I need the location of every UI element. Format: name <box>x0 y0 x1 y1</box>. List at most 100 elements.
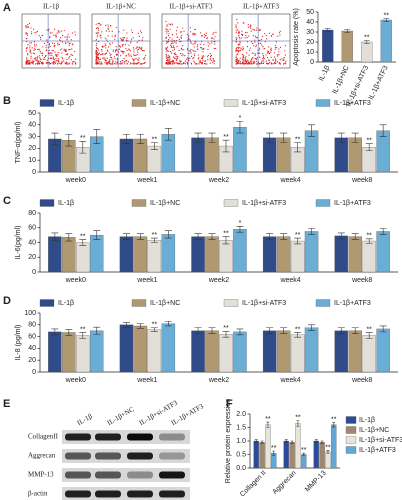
flow-dot <box>186 48 189 50</box>
flow-dot <box>188 38 190 40</box>
flow-dot <box>95 27 98 30</box>
flow-dot <box>125 55 128 57</box>
flow-dot <box>57 44 59 46</box>
error-bar <box>296 420 300 427</box>
flow-dot <box>236 59 239 61</box>
flow-dot <box>27 53 29 55</box>
flow-dot <box>45 54 47 57</box>
significance: ** <box>364 34 370 41</box>
bar <box>295 423 301 469</box>
flow-dot <box>65 53 67 55</box>
flow-dot <box>119 63 121 65</box>
flow-dot <box>131 62 133 64</box>
legend-label: IL-1β <box>359 417 375 424</box>
flow-dot <box>98 22 100 25</box>
flow-dot <box>96 58 98 60</box>
flow-dot <box>250 61 252 63</box>
flow-dot <box>166 50 169 52</box>
significance: ** <box>223 325 229 332</box>
flow-dot <box>235 25 237 28</box>
flow-dot <box>109 24 112 27</box>
blot-band <box>159 433 185 441</box>
flow-dot <box>207 54 209 57</box>
error-bar <box>351 233 359 240</box>
flow-dot <box>135 54 137 57</box>
flow-dot <box>255 58 258 60</box>
flow-dot <box>241 48 243 50</box>
flow-dot <box>134 58 136 60</box>
flow-dot <box>97 22 99 24</box>
flow-dot <box>65 43 67 45</box>
flow-dot <box>68 42 71 45</box>
flow-dot <box>235 30 237 32</box>
y-tick-label: 10 <box>306 49 314 56</box>
error-bar <box>280 233 288 240</box>
bar <box>276 236 291 273</box>
blot-row-label: CollagenII <box>28 433 59 441</box>
flow-dot <box>37 56 39 58</box>
flow-dot <box>49 63 51 65</box>
error-bar <box>379 325 387 333</box>
flow-dot <box>247 26 250 28</box>
flow-dot <box>109 52 111 54</box>
blot-column-label: IL-1β+NC <box>106 405 136 427</box>
flow-dot <box>265 34 268 37</box>
flow-dot <box>177 36 179 38</box>
flow-dot <box>125 47 127 50</box>
flow-dot <box>130 55 132 58</box>
flow-dot <box>210 37 212 39</box>
flow-dot <box>38 55 40 57</box>
flow-dot <box>29 61 31 63</box>
error-bar <box>266 327 274 334</box>
flow-dot <box>240 47 242 49</box>
bar <box>233 229 247 273</box>
flow-dot <box>123 29 125 31</box>
error-bar <box>51 328 59 336</box>
flow-dot <box>215 47 217 50</box>
bar <box>161 323 176 373</box>
significance: * <box>239 220 242 227</box>
flow-dot <box>98 52 100 54</box>
flow-dot <box>48 49 50 52</box>
flow-dot <box>214 43 216 45</box>
flow-dot <box>169 58 171 61</box>
flow-dot <box>101 54 103 56</box>
y-tick-label: 0 <box>32 269 36 276</box>
flow-dot <box>235 50 237 52</box>
flow-dot <box>109 42 111 44</box>
flow-dot <box>46 41 48 43</box>
flow-dot <box>118 48 121 50</box>
error-bar <box>122 133 130 144</box>
flow-dot <box>213 63 215 65</box>
flow-dot <box>107 61 110 63</box>
flow-dot <box>167 35 170 37</box>
bar <box>62 237 76 273</box>
flow-dot <box>258 29 260 31</box>
flow-dot <box>214 36 216 38</box>
flow-dot <box>104 58 107 60</box>
error-bar <box>365 332 373 339</box>
error-bar <box>51 132 59 146</box>
bar <box>191 137 205 173</box>
flow-dot <box>168 61 170 63</box>
legend-label: IL-1β+si-ATF3 <box>242 200 286 207</box>
flow-dot <box>165 28 167 30</box>
x-tick-label: week4 <box>279 377 300 384</box>
flow-dot <box>241 30 243 32</box>
error-bar <box>222 139 230 153</box>
x-tick-label: week0 <box>65 277 86 284</box>
flow-dot <box>175 33 178 35</box>
flow-dot <box>102 46 104 48</box>
flow-dot <box>30 52 32 54</box>
flow-dot <box>74 63 77 65</box>
significance: ** <box>366 138 372 145</box>
flow-dot <box>172 56 175 58</box>
flow-dot <box>122 39 124 41</box>
flow-dot <box>239 42 241 44</box>
flow-dot <box>237 22 239 24</box>
flow-dot <box>107 24 109 26</box>
flow-dot <box>201 63 203 65</box>
flow-dot <box>180 47 183 49</box>
flow-dot <box>192 49 194 51</box>
flow-dot <box>213 32 215 34</box>
